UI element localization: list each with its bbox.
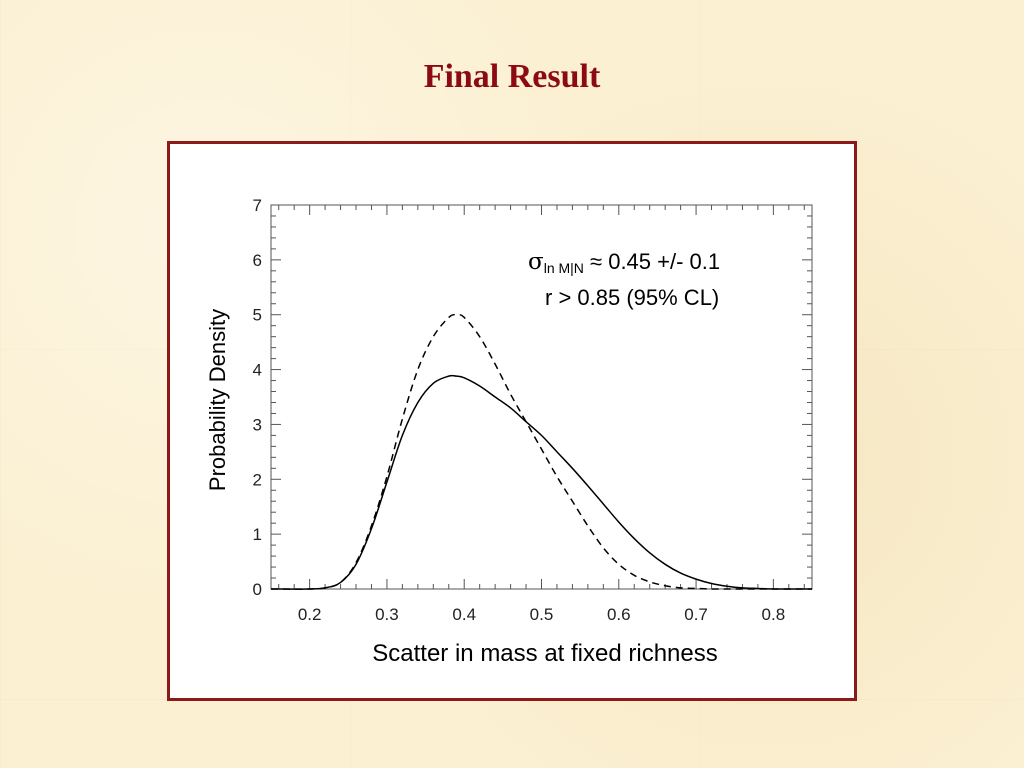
series-lines	[270, 313, 813, 590]
y-axis-label-text: Probability Density	[205, 308, 230, 492]
series-line-solid	[270, 374, 813, 590]
annotation-line-2: r > 0.85 (95% CL)	[545, 285, 720, 310]
axes-ticks: 0.2 0.3 0.4 0.5 0.6 0.7 0.8 0 1 2 3 4 5 6 7	[253, 196, 812, 624]
sigma-subscript: ln M|N	[543, 260, 584, 276]
x-tick-label: 0.8	[762, 605, 786, 624]
annotation-line-1: σln M|N ≈ 0.45 +/- 0.1	[528, 249, 720, 276]
y-tick-label: 6	[253, 251, 262, 270]
x-tick-label: 0.7	[684, 605, 708, 624]
x-tick-label: 0.5	[530, 605, 554, 624]
y-tick-label: 4	[253, 361, 262, 380]
x-tick-label: 0.3	[375, 605, 399, 624]
sigma-symbol: σ	[528, 249, 544, 275]
y-tick-label: 3	[253, 415, 262, 434]
series-line-dashed	[270, 313, 812, 590]
chart-frame	[167, 141, 857, 701]
annotation-value: ≈ 0.45 +/- 0.1	[583, 249, 721, 274]
x-tick-label: 0.4	[452, 605, 476, 624]
x-tick-label: 0.6	[607, 605, 631, 624]
y-tick-label: 0	[253, 580, 262, 599]
y-tick-label: 7	[253, 196, 262, 215]
slide-title: Final Result	[423, 58, 601, 95]
y-tick-label: 5	[253, 306, 262, 325]
x-tick-label: 0.2	[298, 605, 322, 624]
x-axis-label: Scatter in mass at fixed richness	[372, 640, 718, 667]
y-tick-label: 1	[253, 525, 262, 544]
y-tick-label: 2	[253, 470, 262, 489]
